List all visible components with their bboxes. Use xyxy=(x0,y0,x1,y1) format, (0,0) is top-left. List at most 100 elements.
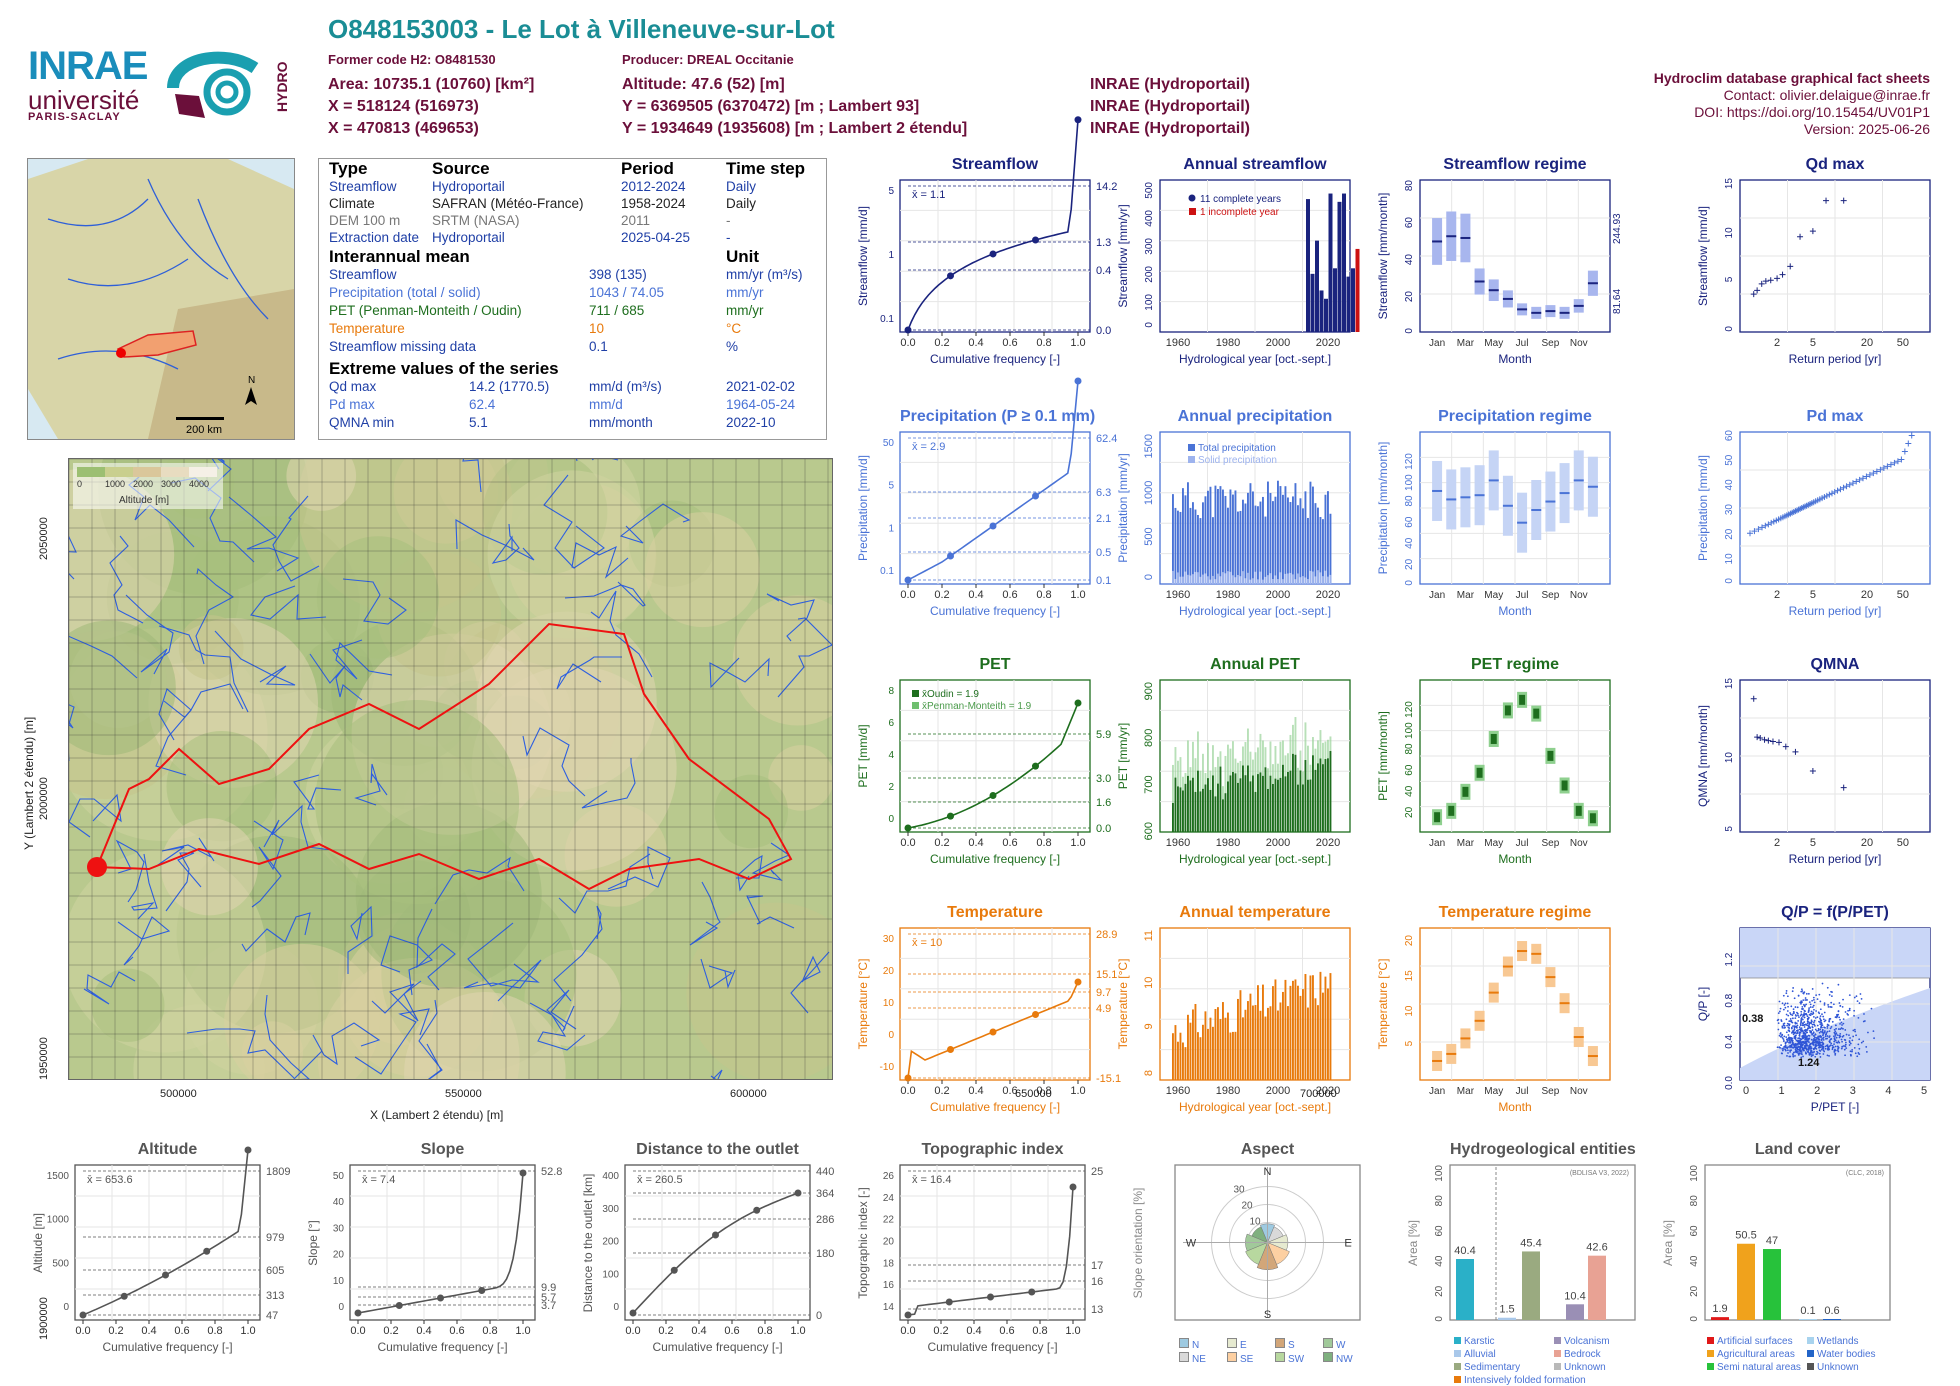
ytick-label: 100 xyxy=(602,1269,619,1280)
scatter-point xyxy=(1852,1029,1855,1032)
map-xtick: 650000 xyxy=(1015,1088,1052,1100)
regime-box-oudin xyxy=(1462,786,1469,797)
chart-svg: 0.0 0.2 0.4 0.6 0.8 1.01500100050001809979605… xyxy=(47,1146,290,1337)
scatter-point xyxy=(1803,1012,1806,1015)
mean-unit: % xyxy=(726,339,739,354)
scatter-point xyxy=(1777,1022,1780,1025)
chart-ylabel: Area [%] xyxy=(1661,1219,1675,1266)
chart-title: Qd max xyxy=(1805,156,1865,173)
year-bar xyxy=(1229,775,1232,832)
scatter-point xyxy=(1839,1004,1842,1007)
scatter-point xyxy=(1789,1012,1792,1014)
ytick-label: 100 xyxy=(1404,474,1415,491)
solid-bar xyxy=(1232,575,1234,584)
scatter-point xyxy=(1841,1024,1843,1026)
scatter-point xyxy=(1801,1018,1804,1021)
contact-link[interactable]: Contact: olivier.delaigue@inrae.fr xyxy=(1723,87,1930,103)
year-bar xyxy=(1324,494,1327,584)
solid-bar xyxy=(1252,578,1254,584)
year-bar-pm xyxy=(1317,740,1319,764)
chart-aspect: Aspect Slope orientation [%] N E S W 10 20 30 N E S… xyxy=(1131,1141,1361,1365)
ytick-label: 0 xyxy=(1434,1316,1445,1322)
regime-box-oudin xyxy=(1476,767,1483,778)
plot-frame xyxy=(624,1164,811,1321)
xtick-label: 0.4 xyxy=(966,1325,981,1337)
year-bar xyxy=(1222,489,1224,584)
mean-row: Streamflow missing data 0.1% xyxy=(329,339,819,357)
legend-label: x̄Penman-Monteith = 1.9 xyxy=(922,701,1032,712)
xtick-label: 0.0 xyxy=(900,837,915,849)
year-bar-pm xyxy=(1232,741,1234,772)
info-row: Extraction date Hydroportail 2025-04-25- xyxy=(329,230,819,247)
scatter-point xyxy=(1785,992,1788,995)
scatter-point xyxy=(1807,1039,1810,1041)
year-bar xyxy=(1204,1011,1207,1080)
river-line xyxy=(69,704,75,761)
inrae-logo-text: INRAE xyxy=(28,44,148,88)
scatter-point xyxy=(1827,1006,1830,1008)
xtick-label: 0.8 xyxy=(1036,337,1051,349)
regime-box-oudin xyxy=(1561,780,1568,791)
ring-tick: 20 xyxy=(1242,1201,1254,1212)
chart-title: Annual streamflow xyxy=(1183,156,1327,173)
xtick-label: 1.0 xyxy=(1070,1085,1085,1097)
scatter-point xyxy=(1821,1047,1824,1049)
scatter-point xyxy=(1806,1015,1809,1018)
scatter-point xyxy=(1797,1050,1799,1053)
xtick-label: 2 xyxy=(1814,1085,1820,1097)
scatter-point xyxy=(1786,1024,1788,1027)
extreme-label: Pd max xyxy=(329,397,375,412)
chart-title: Streamflow regime xyxy=(1443,156,1587,173)
quantile-point xyxy=(989,792,997,799)
year-bar xyxy=(1304,491,1307,584)
right-tick-label: 5.7 xyxy=(541,1292,556,1304)
solid-bar xyxy=(1312,571,1314,584)
scatter-point xyxy=(1807,1016,1810,1019)
scatter-point xyxy=(1814,1043,1817,1046)
scatter-point xyxy=(1845,1033,1848,1036)
scatter-point xyxy=(1863,1013,1865,1015)
legend-label: Unknown xyxy=(1817,1362,1859,1373)
right-tick-label: 313 xyxy=(266,1290,284,1302)
info-source: SRTM (NASA) xyxy=(432,213,520,228)
scatter-point xyxy=(1804,999,1807,1001)
scatter-point xyxy=(1790,1005,1793,1008)
mean-unit: °C xyxy=(726,321,742,336)
legend-label: 11 complete years xyxy=(1200,194,1281,205)
terrain-patch xyxy=(69,468,175,642)
scatter-point xyxy=(1815,1048,1818,1050)
xtick-label: Nov xyxy=(1570,590,1588,601)
scatter-point xyxy=(1803,991,1806,994)
year-bar xyxy=(1182,790,1184,832)
chart-ylabel: Streamflow [mm/d] xyxy=(856,205,870,307)
data-point xyxy=(1828,490,1835,497)
chart-ylabel: PET [mm/d] xyxy=(856,724,870,788)
scatter-point xyxy=(1776,1019,1779,1022)
bar-legend-item: Water bodies xyxy=(1807,1349,1876,1360)
river-line xyxy=(467,922,540,987)
hydro-logo-icon xyxy=(167,51,259,118)
scatter-point xyxy=(1795,1039,1798,1042)
legend-title: Altitude [m] xyxy=(119,495,169,506)
scatter-point xyxy=(1813,998,1815,1001)
scatter-point xyxy=(1824,1026,1826,1029)
right-tick-label: 15.1 xyxy=(1096,969,1117,981)
year-bar xyxy=(1328,193,1333,332)
scatter-point xyxy=(1828,1055,1830,1057)
scatter-point xyxy=(1794,1044,1797,1047)
year-bar xyxy=(1307,1007,1309,1080)
mean-row: Precipitation (total / solid) 1043 / 74.0… xyxy=(329,285,819,303)
river-line xyxy=(125,594,174,675)
x-lambert93: X = 518124 (516973) xyxy=(328,98,479,115)
scatter-point xyxy=(1856,1000,1859,1002)
scatter-point xyxy=(1796,1031,1799,1034)
scatter-point xyxy=(1840,1021,1843,1024)
map-xtick: 550000 xyxy=(445,1088,482,1100)
scatter-point xyxy=(1806,1020,1809,1023)
scatter-point xyxy=(1827,1004,1830,1006)
scatter-point xyxy=(1807,1051,1810,1054)
doi-link[interactable]: DOI: https://doi.org/10.15454/UV01P1 xyxy=(1694,104,1930,120)
ytick-label: 0 xyxy=(1689,1316,1700,1322)
